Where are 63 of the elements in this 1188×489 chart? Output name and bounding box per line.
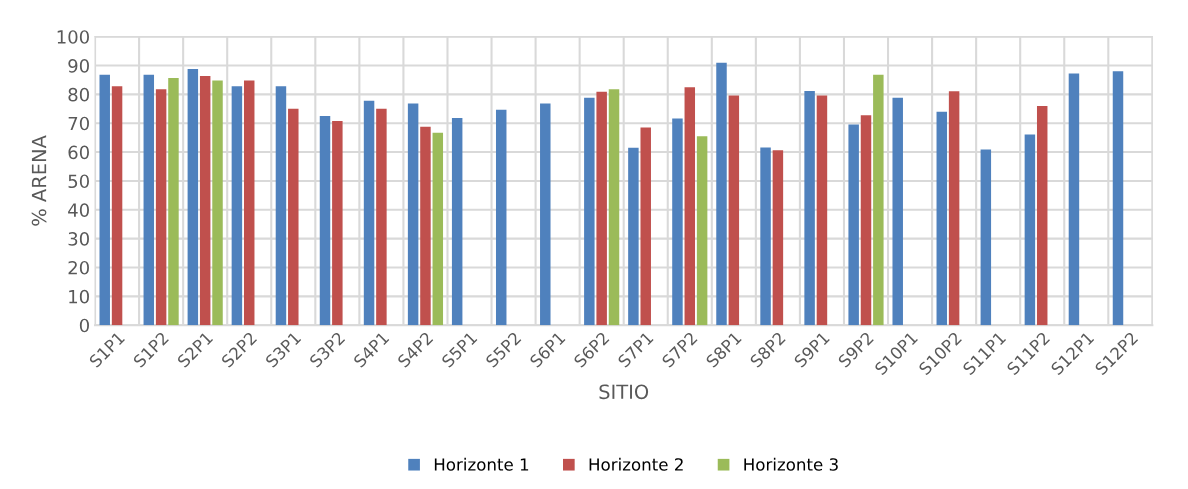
bar bbox=[451, 118, 463, 326]
bar bbox=[696, 136, 708, 326]
bar bbox=[860, 115, 872, 326]
bar bbox=[288, 108, 299, 326]
bar bbox=[212, 80, 223, 326]
bar bbox=[432, 132, 444, 326]
bar bbox=[672, 118, 683, 326]
bar bbox=[168, 77, 179, 326]
y-axis-title: % ARENA bbox=[31, 135, 47, 226]
bar bbox=[155, 89, 167, 326]
bar bbox=[873, 74, 884, 326]
bar bbox=[420, 126, 431, 326]
bar bbox=[848, 124, 859, 326]
bar bbox=[936, 111, 948, 326]
bar bbox=[684, 87, 696, 326]
bar bbox=[99, 74, 110, 326]
bar bbox=[332, 120, 343, 326]
legend-label: Horizonte 3 bbox=[744, 457, 838, 471]
bar bbox=[584, 97, 595, 326]
legend-label: Horizonte 1 bbox=[434, 457, 529, 471]
y-tick-label: 100 bbox=[57, 30, 89, 44]
x-axis-title: SITIO bbox=[599, 384, 649, 400]
bar bbox=[816, 95, 828, 326]
y-tick-label: 40 bbox=[68, 203, 89, 217]
y-tick-label: 50 bbox=[68, 174, 89, 189]
y-tick-label: 30 bbox=[68, 232, 89, 246]
bar bbox=[804, 90, 815, 326]
bar bbox=[407, 103, 419, 326]
bar bbox=[628, 147, 639, 326]
y-tick-label: 60 bbox=[68, 145, 89, 160]
bar bbox=[243, 80, 255, 326]
y-tick-label: 80 bbox=[68, 87, 89, 102]
bar bbox=[275, 86, 287, 326]
bar bbox=[716, 62, 727, 326]
bar bbox=[540, 103, 551, 326]
bar bbox=[892, 97, 903, 326]
y-tick-label: 0 bbox=[79, 318, 89, 333]
bar bbox=[199, 75, 211, 326]
bar bbox=[596, 91, 607, 326]
bar bbox=[231, 86, 243, 326]
bar bbox=[728, 95, 740, 326]
bar bbox=[363, 100, 375, 326]
bar bbox=[319, 116, 331, 326]
y-tick-label: 90 bbox=[68, 58, 89, 73]
y-tick-label: 70 bbox=[68, 116, 89, 131]
bar bbox=[948, 91, 960, 326]
bar bbox=[495, 109, 507, 326]
bar bbox=[1024, 134, 1036, 326]
bar bbox=[1112, 71, 1124, 326]
bar bbox=[980, 149, 992, 326]
bar bbox=[1068, 73, 1080, 326]
y-tick-label: 20 bbox=[68, 260, 89, 275]
bar bbox=[1036, 105, 1048, 326]
bar bbox=[772, 150, 784, 326]
legend-label: Horizonte 2 bbox=[589, 457, 683, 471]
y-tick-label: 10 bbox=[69, 289, 89, 304]
bar bbox=[640, 127, 651, 326]
bar bbox=[608, 89, 620, 326]
bar bbox=[143, 74, 155, 326]
bar bbox=[760, 147, 771, 326]
bar bbox=[376, 108, 387, 326]
bar bbox=[111, 86, 123, 326]
bar bbox=[187, 68, 199, 326]
